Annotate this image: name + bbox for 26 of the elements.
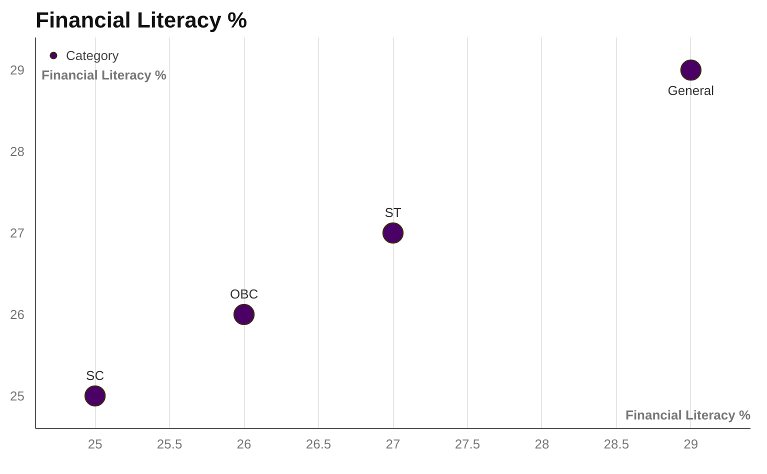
annotation: ST <box>384 205 402 220</box>
x-tick-label: 25.5 <box>156 436 182 452</box>
annotation: OBC <box>230 286 258 302</box>
x-tick-label: 27.5 <box>454 436 480 452</box>
y-axis-title: Financial Literacy % <box>42 68 167 82</box>
x-tick-label: 28 <box>534 436 550 452</box>
y-tick-label: 27 <box>10 226 25 240</box>
annotation: SC <box>86 368 104 383</box>
chart-title: Financial Literacy % <box>36 8 248 32</box>
legend-label: Category <box>66 48 119 62</box>
x-tick-label: 27 <box>386 436 400 452</box>
y-tick-label: 26 <box>10 306 25 322</box>
x-tick-label: 26.5 <box>306 436 332 452</box>
annotation: General <box>668 83 714 98</box>
point <box>233 304 255 326</box>
y-tick-label: 25 <box>10 388 25 404</box>
x-tick-label: 26 <box>236 436 252 452</box>
x-tick-label: 29 <box>684 436 698 452</box>
x-axis-title: Financial Literacy % <box>626 408 751 422</box>
point <box>382 222 404 244</box>
y-tick-label: 28 <box>10 144 25 160</box>
point <box>680 60 702 81</box>
x-tick-label: 28.5 <box>604 436 630 452</box>
x-tick-label: 25 <box>88 436 102 452</box>
point <box>84 385 106 406</box>
y-tick-label: 29 <box>10 62 25 78</box>
